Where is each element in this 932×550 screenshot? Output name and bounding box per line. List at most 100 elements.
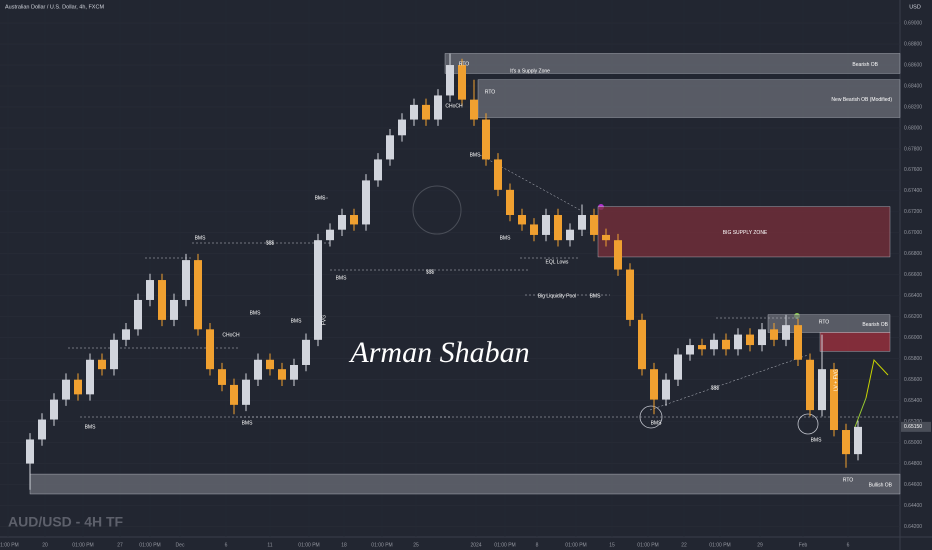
candle-body xyxy=(314,240,322,340)
candle-body xyxy=(362,180,370,225)
x-tick-label: 22 xyxy=(681,542,687,548)
y-tick-label: 0.68600 xyxy=(904,62,922,68)
annotation: BMS xyxy=(651,420,663,426)
y-tick-label: 0.68000 xyxy=(904,125,922,131)
candle-body xyxy=(410,104,418,120)
candle-body xyxy=(62,379,70,400)
candle-body xyxy=(578,215,586,230)
candle-body xyxy=(794,325,802,360)
candle-body xyxy=(98,359,106,370)
annotation: RTO xyxy=(459,61,469,67)
annotation: It's a Supply Zone xyxy=(510,68,550,74)
candle-body xyxy=(422,104,430,120)
annotation: BMS xyxy=(250,310,262,316)
candle-body xyxy=(182,260,190,300)
y-tick-label: 0.67400 xyxy=(904,188,922,194)
x-tick-label: 25 xyxy=(413,542,419,548)
candle-body xyxy=(230,384,238,405)
candle-body xyxy=(758,329,766,346)
candle-body xyxy=(326,229,334,241)
y-tick-label: 0.68200 xyxy=(904,104,922,110)
candle-body xyxy=(686,345,694,355)
candle-body xyxy=(806,359,814,411)
candle-body xyxy=(290,364,298,380)
annotation: $$$ xyxy=(266,240,275,246)
x-tick-label: 01:00 PM xyxy=(298,542,319,548)
candle-body xyxy=(554,215,562,241)
candle-body xyxy=(746,334,754,346)
annotation: BMS xyxy=(811,437,823,443)
x-tick-label: 01:00 PM xyxy=(565,542,586,548)
zone-label: Bearish OB xyxy=(862,322,888,328)
candle-body xyxy=(830,369,838,431)
candle-body xyxy=(374,159,382,181)
zone xyxy=(819,332,891,352)
y-tick-label: 0.66200 xyxy=(904,314,922,320)
candle-body xyxy=(710,339,718,350)
candle-body xyxy=(434,95,442,120)
zone xyxy=(29,473,901,495)
x-tick-label: 20 xyxy=(42,542,48,548)
annotation: BMS xyxy=(315,195,327,201)
y-tick-label: 0.67200 xyxy=(904,209,922,215)
candle-body xyxy=(398,119,406,136)
candle-body xyxy=(206,329,214,370)
candle-body xyxy=(602,234,610,241)
y-tick-label: 0.68800 xyxy=(904,41,922,47)
candle-body xyxy=(734,334,742,350)
candle-body xyxy=(482,119,490,160)
candle-body xyxy=(842,430,850,455)
y-tick-label: 0.65800 xyxy=(904,356,922,362)
x-tick-label: 6 xyxy=(225,542,228,548)
zone-label: Bullish OB xyxy=(869,482,893,488)
annotation: Big Liquidity Pool xyxy=(538,293,576,299)
annotation: LV + FVG xyxy=(833,369,839,391)
y-tick-label: 0.64400 xyxy=(904,503,922,509)
x-tick-label: 01:00 PM xyxy=(494,542,515,548)
y-tick-label: 0.65600 xyxy=(904,377,922,383)
candle-body xyxy=(38,419,46,440)
candle-body xyxy=(134,299,142,330)
annotation: BMS xyxy=(195,235,207,241)
candle-body xyxy=(818,369,826,411)
candle-body xyxy=(638,319,646,370)
candle-body xyxy=(278,369,286,380)
last-price-box xyxy=(901,421,931,432)
symbol-label: AUD/USD - 4H TF xyxy=(8,514,124,530)
candle-body xyxy=(566,229,574,241)
candle-body xyxy=(218,369,226,385)
x-tick-label: Feb xyxy=(799,542,808,548)
candle-body xyxy=(494,159,502,190)
annotation: BMS xyxy=(242,420,254,426)
x-tick-label: 01:00 PM xyxy=(0,542,19,548)
annotation: EQL Lows xyxy=(546,259,569,265)
candle-body xyxy=(74,379,82,395)
y-tick-label: 0.66800 xyxy=(904,251,922,257)
candle-body xyxy=(506,189,514,216)
zone xyxy=(444,53,901,74)
candle-body xyxy=(122,329,130,340)
candle-body xyxy=(446,65,454,96)
candle-body xyxy=(542,215,550,235)
x-tick-label: 01:00 PM xyxy=(139,542,160,548)
annotation: $$$ xyxy=(426,269,435,275)
candle-body xyxy=(626,269,634,320)
candle-body xyxy=(110,339,118,370)
signature: Arman Shaban xyxy=(348,336,529,369)
zone xyxy=(597,206,891,258)
candle-body xyxy=(194,260,202,330)
candle-body xyxy=(26,439,34,464)
x-tick-label: 8 xyxy=(536,542,539,548)
candle-body xyxy=(614,240,622,270)
candle-body xyxy=(674,354,682,380)
currency: USD xyxy=(909,4,921,10)
y-tick-label: 0.68400 xyxy=(904,83,922,89)
x-tick-label: 01:00 PM xyxy=(72,542,93,548)
y-tick-label: 0.64600 xyxy=(904,482,922,488)
candle-body xyxy=(50,399,58,420)
candle-body xyxy=(698,345,706,350)
annotation: FVG xyxy=(321,315,327,325)
zone-label: BIG SUPPLY ZONE xyxy=(723,230,768,236)
structure-line xyxy=(479,154,581,211)
